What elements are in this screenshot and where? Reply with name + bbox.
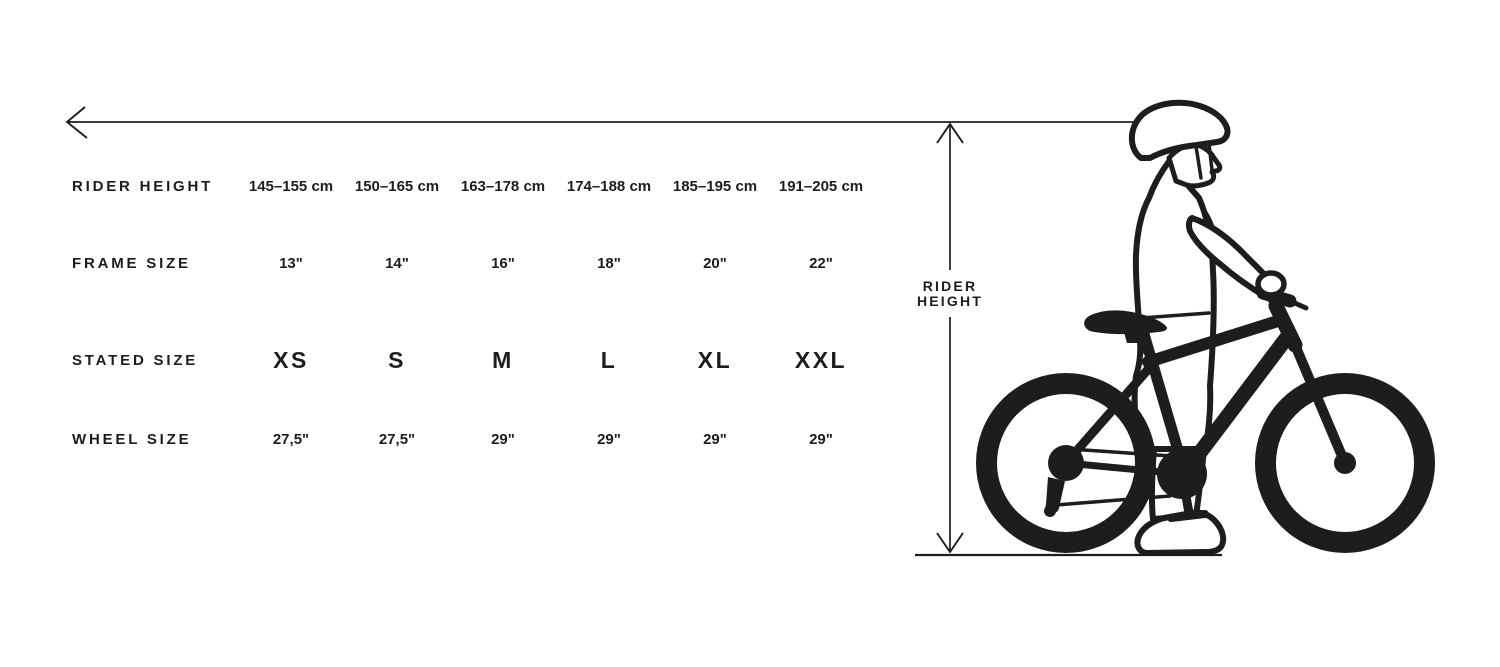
- bike-top-tube: [1142, 315, 1284, 368]
- table-row-frame-size: FRAME SIZE 13" 14" 16" 18" 20" 22": [72, 251, 874, 275]
- rider-height-value: 145–155 cm: [248, 177, 334, 195]
- frame-size-value: 18": [597, 254, 621, 272]
- bike-saddle: [1084, 310, 1168, 335]
- bike-pedal: [1167, 510, 1209, 522]
- rider-height-value: 150–165 cm: [354, 177, 440, 195]
- bike-chain-bottom: [1054, 494, 1172, 507]
- row-label-rider-height: RIDER HEIGHT: [72, 177, 214, 195]
- bike-down-tube: [1178, 328, 1296, 479]
- rider-height-value: 185–195 cm: [672, 177, 758, 195]
- rider-torso: [1131, 157, 1217, 454]
- frame-size-value: 13": [279, 254, 303, 272]
- bike-fork: [1290, 340, 1350, 468]
- stated-size-value: XL: [697, 346, 733, 373]
- bicycle: [976, 286, 1435, 553]
- stated-size-value: M: [492, 346, 514, 373]
- rider-height-value: 174–188 cm: [566, 177, 652, 195]
- frame-size-value: 22": [809, 254, 833, 272]
- helmet-strap: [1207, 142, 1214, 172]
- stated-size-value: S: [388, 346, 406, 373]
- bike-saddle-clamp: [1124, 332, 1142, 343]
- rider-height-value: 163–178 cm: [460, 177, 546, 195]
- down-arrowhead-icon: [936, 532, 964, 554]
- stated-size-value: XS: [273, 346, 309, 373]
- frame-size-value: 20": [703, 254, 727, 272]
- helmet-strap: [1194, 144, 1203, 180]
- wheel-size-value: 29": [491, 430, 515, 448]
- bike-derailleur: [1045, 477, 1065, 514]
- table-row-wheel-size: WHEEL SIZE 27,5" 27,5" 29" 29" 29" 29": [72, 427, 874, 451]
- rider-height-measure-label: RIDER HEIGHT: [875, 279, 1025, 309]
- rider-hand: [1255, 270, 1287, 298]
- wheel-size-value: 29": [597, 430, 621, 448]
- rider-foreground: [1134, 270, 1287, 556]
- rider-height-measure-label-line1: RIDER: [922, 278, 978, 294]
- stated-size-value: L: [600, 346, 618, 373]
- frame-size-value: 16": [491, 254, 515, 272]
- bike-crank-arm: [1177, 469, 1194, 518]
- wheel-size-value: 27,5": [378, 430, 416, 448]
- rider-height-value: 191–205 cm: [778, 177, 864, 195]
- shirt-hem-line: [1139, 311, 1211, 320]
- rider-height-measure-label-line2: HEIGHT: [916, 293, 984, 309]
- row-label-stated-size: STATED SIZE: [72, 351, 199, 369]
- bike-chain-top: [1068, 447, 1173, 458]
- bike-front-wheel: [1255, 373, 1435, 553]
- left-arrowhead-icon: [65, 106, 88, 139]
- up-arrowhead-icon: [936, 122, 964, 144]
- bike-cassette: [1048, 445, 1084, 481]
- frame-size-value: 14": [385, 254, 409, 272]
- bike-front-hub: [1334, 452, 1356, 474]
- rider-face: [1166, 141, 1223, 189]
- bike-rear-wheel: [976, 373, 1156, 553]
- stated-size-value: XXL: [794, 346, 848, 373]
- table-row-rider-height: RIDER HEIGHT 145–155 cm 150–165 cm 163–1…: [72, 174, 874, 198]
- wheel-size-value: 27,5": [272, 430, 310, 448]
- wheel-size-value: 29": [703, 430, 727, 448]
- bike-derailleur-pulley: [1044, 505, 1056, 517]
- helmet-icon: [1128, 99, 1231, 161]
- bike-brake-lever: [1287, 298, 1309, 311]
- row-label-frame-size: FRAME SIZE: [72, 254, 191, 272]
- wheel-size-value: 29": [809, 430, 833, 448]
- row-label-wheel-size: WHEEL SIZE: [72, 430, 192, 448]
- bike-seatstay: [1061, 361, 1156, 468]
- table-row-stated-size: STATED SIZE XS S M L XL XXL: [72, 344, 874, 376]
